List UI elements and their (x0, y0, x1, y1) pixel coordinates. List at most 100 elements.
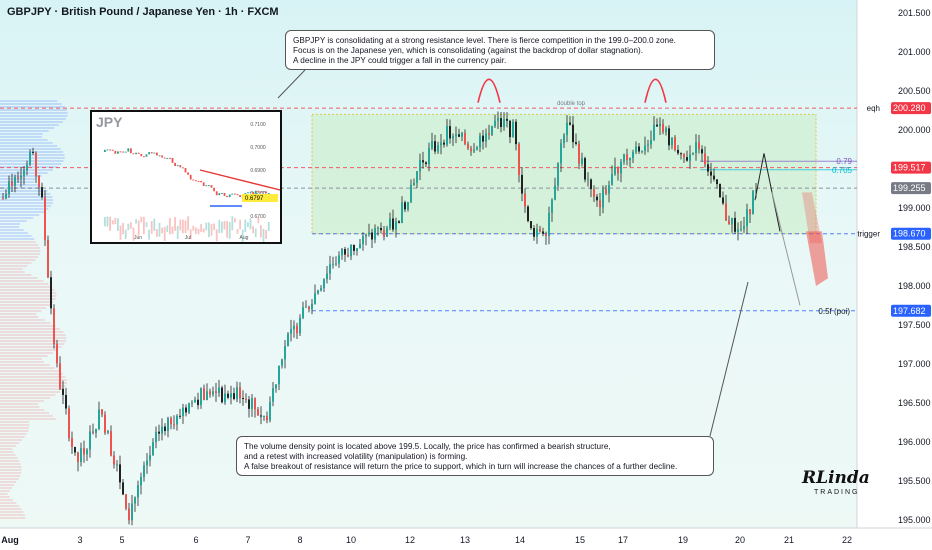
inset-candle (267, 192, 270, 194)
inset-candle (127, 148, 130, 152)
volume-profile-bar (0, 100, 58, 102)
inset-volume (213, 223, 215, 231)
candle-body (467, 143, 469, 149)
inset-candle (153, 152, 156, 154)
volume-profile-bar (0, 250, 41, 252)
chart-title: GBPJPY · British Pound / Japanese Yen · … (7, 6, 279, 18)
volume-profile-bar (0, 511, 24, 513)
candle-body (560, 143, 562, 164)
candle-body (482, 135, 484, 142)
candle-body (272, 388, 274, 402)
candle-body (365, 234, 367, 237)
inset-volume (184, 220, 187, 234)
candle-body (50, 277, 52, 309)
candle-body (749, 209, 751, 215)
candle-body (698, 142, 700, 150)
inset-volume (156, 229, 158, 237)
candle-body (446, 126, 448, 145)
time-tick: 15 (575, 535, 585, 545)
candle-body (161, 426, 163, 434)
inset-volume (236, 229, 239, 234)
candle-body (326, 273, 328, 280)
volume-profile-bar (0, 430, 29, 432)
candle-body (179, 415, 181, 417)
volume-profile-bar (0, 157, 65, 159)
candle-body (425, 162, 427, 165)
candle-body (407, 201, 409, 210)
volume-profile-bar (0, 367, 55, 369)
inset-volume (145, 222, 148, 228)
inset-volume (252, 226, 254, 234)
volume-profile-bar (0, 184, 40, 186)
inset-candle (208, 185, 210, 187)
inset-volume (166, 225, 169, 233)
inset-volume (179, 219, 182, 231)
volume-profile-bar (0, 328, 61, 330)
candle-body (659, 123, 661, 127)
candle-body (731, 217, 733, 225)
time-tick: 13 (460, 535, 470, 545)
candle-body (653, 124, 655, 140)
price-tick: 200.000 (898, 125, 931, 135)
candle-body (668, 128, 670, 146)
inset-candle (137, 152, 140, 154)
volume-profile-bar (0, 349, 58, 351)
candle-body (251, 398, 253, 409)
inset-candle (117, 151, 119, 154)
candle-body (443, 142, 445, 145)
volume-profile-bar (0, 181, 35, 183)
candle-body (158, 431, 160, 434)
candle-body (401, 202, 403, 224)
time-tick: 14 (515, 535, 525, 545)
inset-candle (205, 185, 208, 187)
volume-profile-bar (0, 469, 22, 471)
volume-profile-bar (0, 214, 40, 216)
candle-body (392, 218, 394, 230)
inset-volume (200, 224, 202, 232)
price-tick: 195.500 (898, 476, 931, 486)
inset-volume (265, 229, 267, 239)
candle-body (284, 346, 286, 360)
inset-candle (202, 182, 205, 187)
price-tick: 195.000 (898, 515, 931, 525)
candle-body (155, 431, 157, 443)
inset-candle (247, 192, 249, 194)
inset-candle (171, 157, 174, 163)
candle-body (59, 363, 61, 389)
inset-candle (182, 167, 184, 169)
volume-profile-bar (0, 316, 39, 318)
candle-body (683, 153, 685, 158)
inset-volume (127, 223, 130, 231)
bottom-note-line-1: The volume density point is located abov… (244, 442, 611, 451)
inset-candle (140, 153, 143, 157)
candle-body (290, 329, 292, 334)
price-tick: 201.000 (898, 47, 931, 57)
inset-volume (267, 221, 270, 232)
candle-body (743, 226, 745, 229)
candle-body (479, 135, 481, 148)
candle-body (74, 446, 76, 453)
candle-body (419, 160, 421, 172)
candle-body (404, 202, 406, 210)
volume-profile-bar (0, 142, 53, 144)
candle-body (413, 182, 415, 186)
candle-body (149, 455, 151, 461)
inset-volume (260, 225, 262, 238)
candle-body (503, 118, 505, 127)
candle-body (119, 464, 121, 483)
candle-body (755, 190, 757, 192)
inset-volume (148, 229, 150, 240)
candle-body (47, 239, 49, 278)
candle-body (230, 393, 232, 398)
candle-body (599, 200, 601, 208)
volume-profile-bar (0, 442, 20, 444)
candle-body (524, 193, 526, 207)
candle-body (146, 460, 148, 466)
candle-body (350, 244, 352, 257)
candle-body (662, 123, 664, 133)
volume-profile-bar (0, 397, 51, 399)
candle-body (224, 393, 226, 403)
volume-profile-bar (0, 124, 59, 126)
